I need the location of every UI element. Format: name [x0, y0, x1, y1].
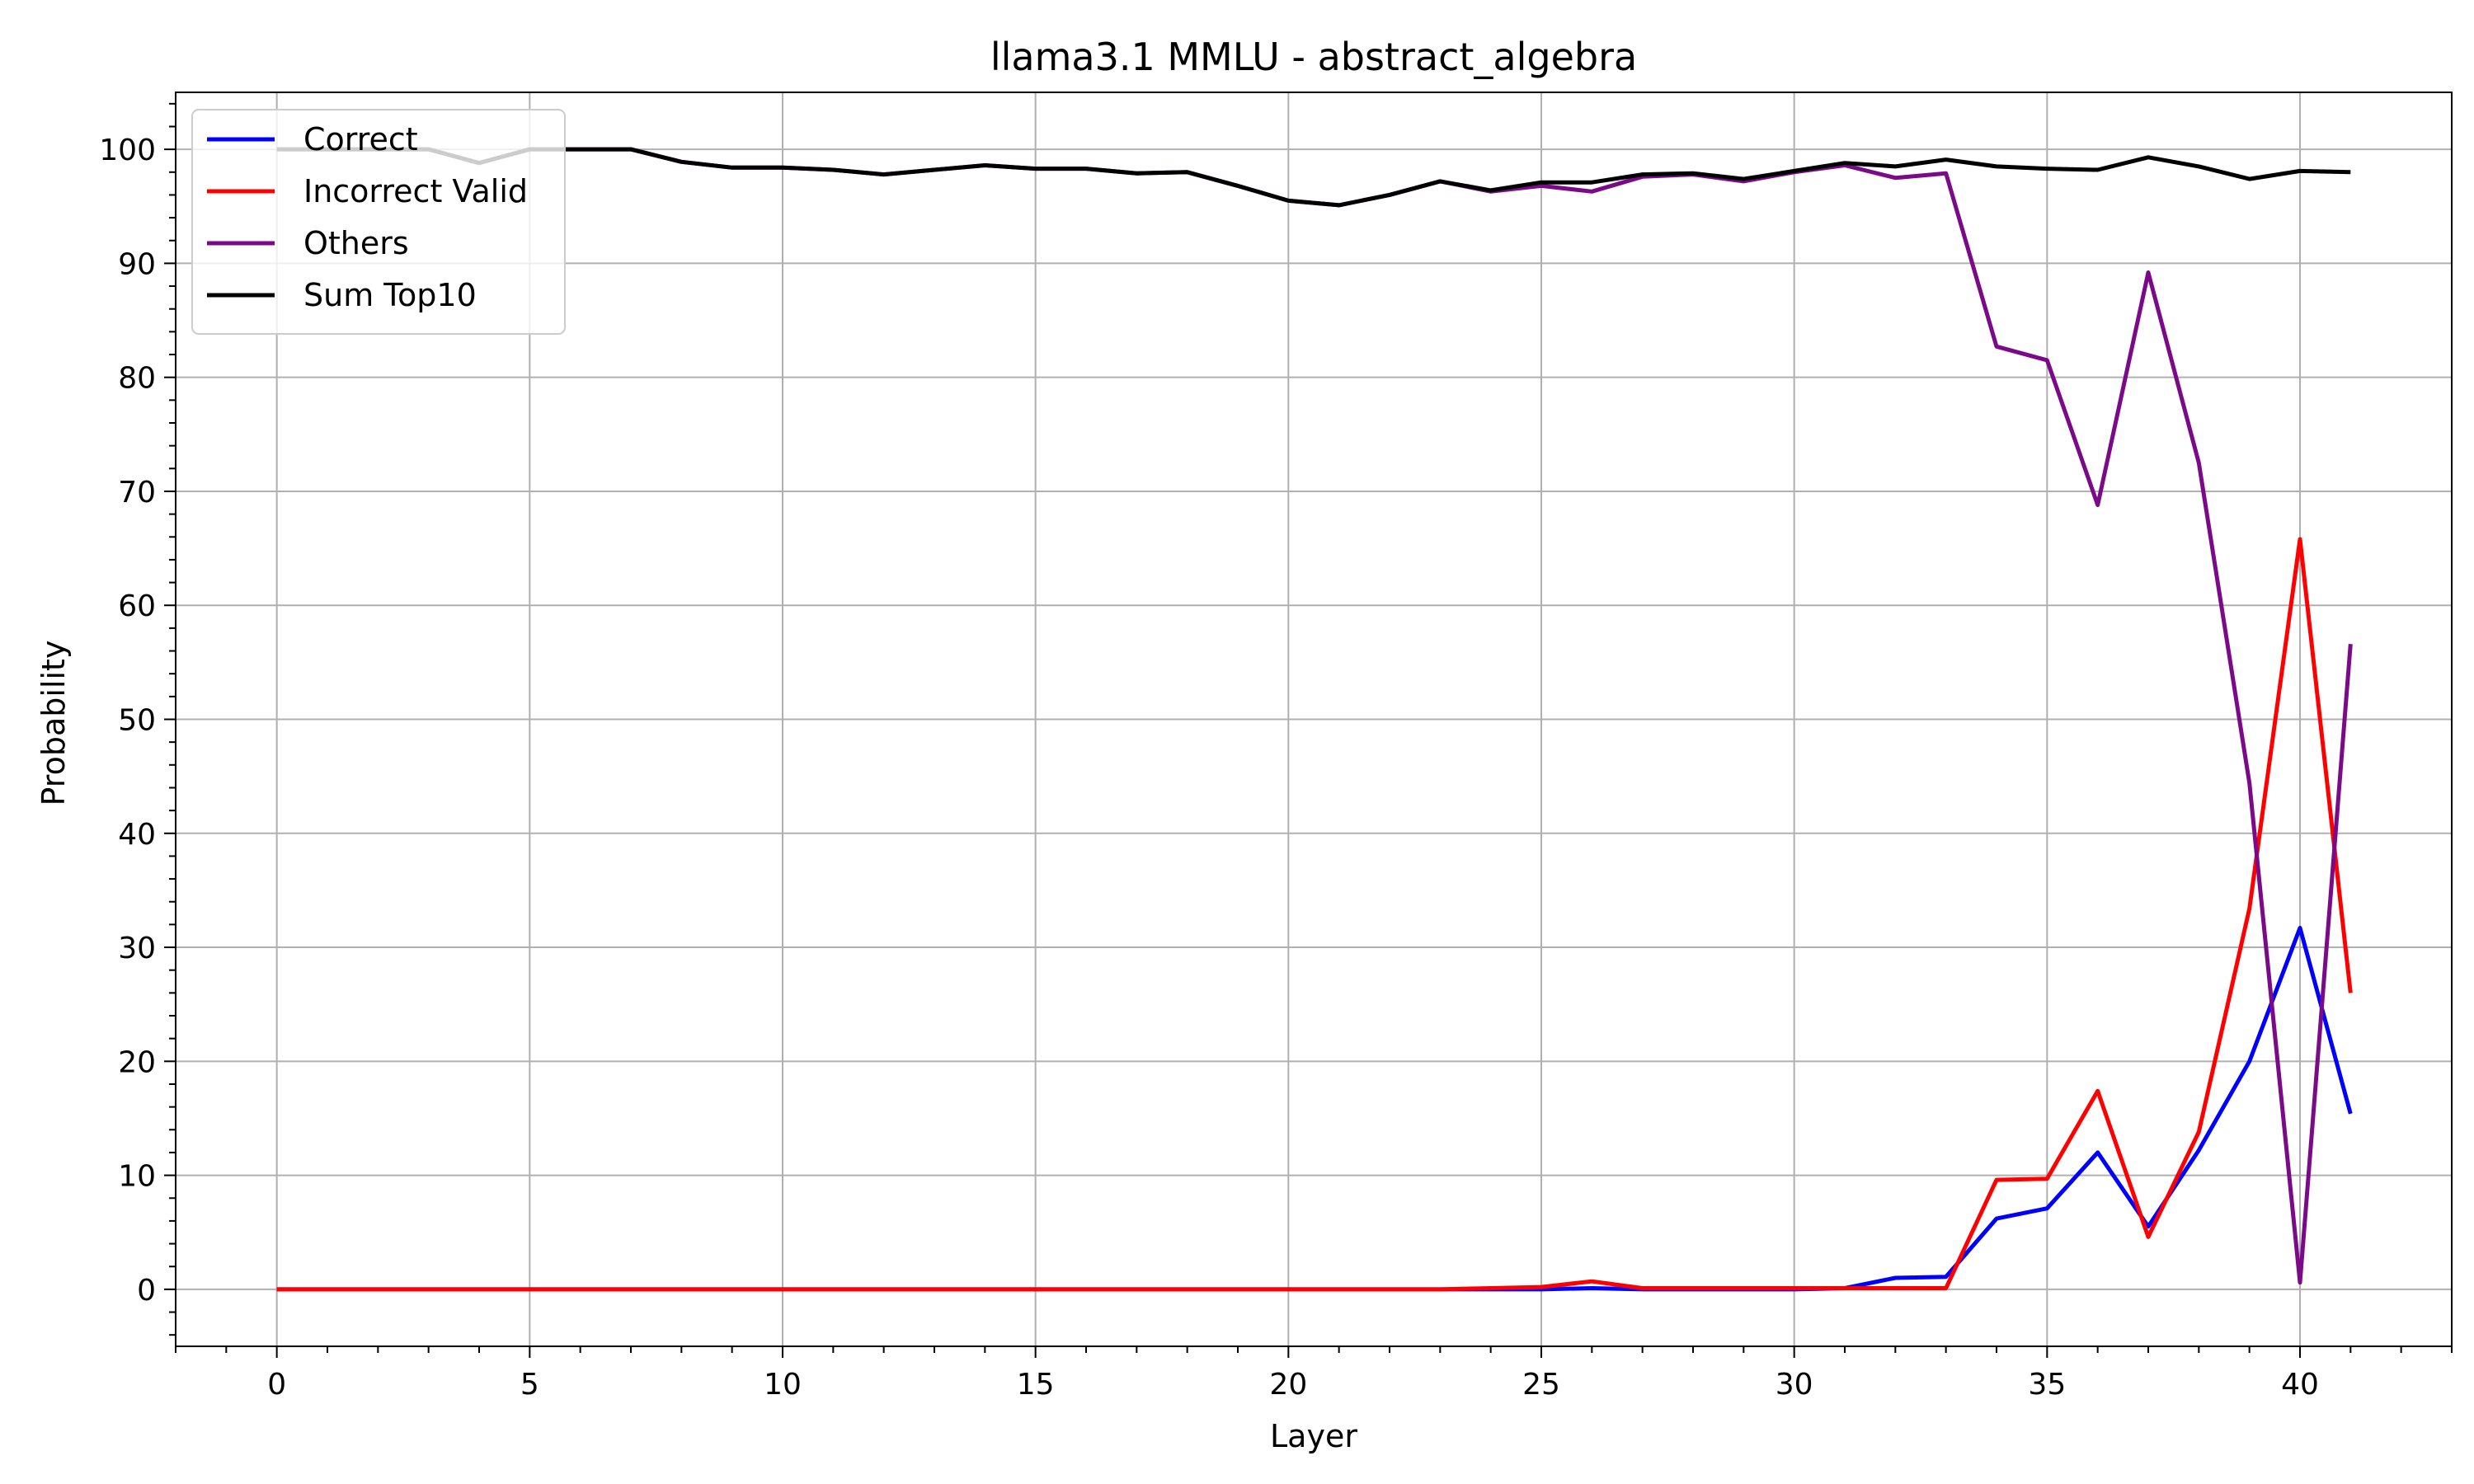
axis-ticks: 0 5 10 15 20 25 30 35 40 0 10 20 30 40 50 60 70 80 90 100	[99, 102, 2453, 1402]
y-tick-label: 100	[99, 134, 156, 167]
y-tick-label: 60	[118, 589, 156, 623]
series-layer	[276, 147, 2353, 1292]
series-line-sum-top10	[276, 147, 2351, 208]
series-line-incorrect-valid	[276, 537, 2353, 1292]
y-tick-label: 10	[118, 1160, 156, 1194]
y-tick-label: 40	[118, 818, 156, 852]
x-tick-label: 20	[1269, 1368, 1307, 1402]
x-tick-label: 35	[2028, 1368, 2066, 1402]
y-tick-label: 0	[137, 1274, 156, 1308]
x-tick-label: 15	[1017, 1368, 1055, 1402]
legend-label-correct: Correct	[303, 121, 418, 157]
y-axis-label: Probability	[35, 641, 72, 806]
y-tick-label: 70	[118, 476, 156, 510]
legend-label-incorrect-valid: Incorrect Valid	[303, 173, 528, 209]
x-tick-label: 40	[2281, 1368, 2319, 1402]
y-tick-label: 30	[118, 932, 156, 965]
x-tick-label: 10	[764, 1368, 802, 1402]
y-tick-label: 20	[118, 1045, 156, 1079]
y-tick-label: 80	[118, 362, 156, 396]
y-tick-label: 50	[118, 704, 156, 738]
legend-label-others: Others	[303, 225, 409, 261]
chart-title: llama3.1 MMLU - abstract_algebra	[990, 35, 1637, 79]
legend-label-sum-top10: Sum Top10	[303, 277, 477, 313]
y-tick-label: 90	[118, 247, 156, 281]
legend: Correct Incorrect Valid Others Sum Top10	[191, 109, 566, 335]
x-tick-label: 30	[1776, 1368, 1813, 1402]
x-tick-label: 0	[267, 1368, 286, 1402]
x-axis-label: Layer	[1270, 1418, 1357, 1454]
legend-box	[191, 109, 566, 335]
x-tick-label: 25	[1522, 1368, 1560, 1402]
x-tick-label: 5	[520, 1368, 539, 1402]
